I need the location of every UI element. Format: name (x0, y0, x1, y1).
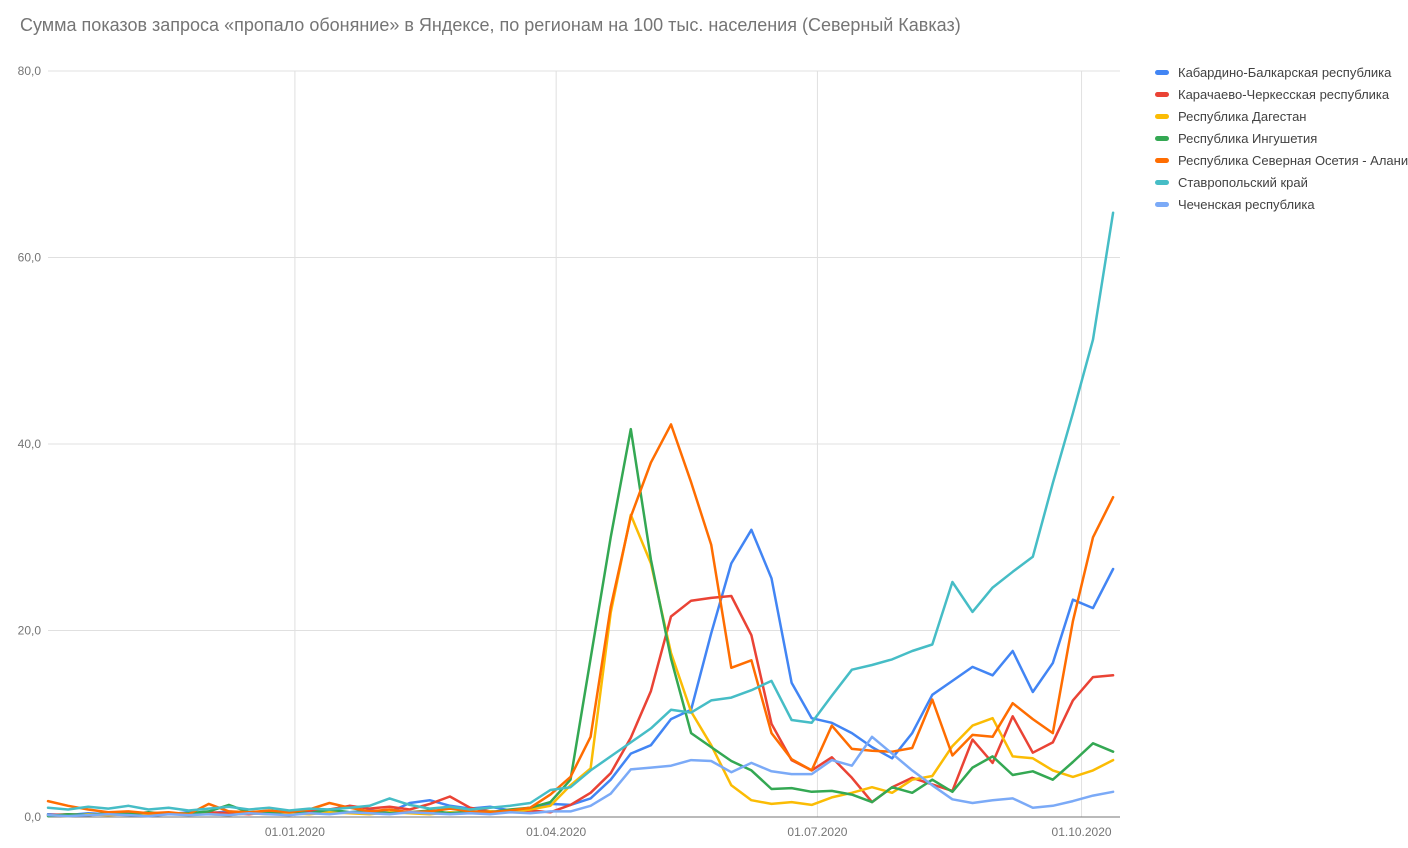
series-line-2 (46, 513, 1115, 818)
legend-item-4[interactable]: Республика Северная Осетия - Алания (1155, 149, 1408, 171)
chart-title: Сумма показов запроса «пропало обоняние»… (20, 15, 961, 35)
series-line-1 (46, 594, 1115, 817)
legend-swatch-icon (1155, 91, 1169, 97)
legend-item-2[interactable]: Республика Дагестан (1155, 105, 1408, 127)
legend-label: Чеченская республика (1178, 196, 1315, 212)
series-line-4 (46, 423, 1115, 816)
legend-item-1[interactable]: Карачаево-Черкесская республика (1155, 83, 1408, 105)
y-axis-tick-label: 0,0 (24, 810, 41, 824)
series-line-5 (46, 211, 1115, 812)
y-axis-tick-label: 40,0 (18, 437, 42, 451)
legend-swatch-icon (1155, 69, 1169, 75)
legend-swatch-icon (1155, 157, 1169, 163)
x-axis-tick-label: 01.04.2020 (526, 825, 586, 839)
legend-item-5[interactable]: Ставропольский край (1155, 171, 1408, 193)
legend-swatch-icon (1155, 113, 1169, 119)
legend-label: Кабардино-Балкарская республика (1178, 64, 1392, 80)
legend-label: Республика Дагестан (1178, 108, 1307, 124)
legend-label: Республика Северная Осетия - Алания (1178, 152, 1408, 168)
series-line-0 (46, 528, 1115, 817)
legend-item-3[interactable]: Республика Ингушетия (1155, 127, 1408, 149)
legend-label: Ставропольский край (1178, 174, 1308, 190)
legend-swatch-icon (1155, 135, 1169, 141)
y-axis-tick-label: 20,0 (18, 624, 42, 638)
y-axis-tick-label: 60,0 (18, 251, 42, 265)
series-line-6 (46, 735, 1115, 818)
legend-swatch-icon (1155, 179, 1169, 185)
y-axis-tick-label: 80,0 (18, 64, 42, 78)
legend-swatch-icon (1155, 201, 1169, 207)
legend: Кабардино-Балкарская республика Карачаево… (1155, 61, 1408, 215)
x-axis-tick-label: 01.01.2020 (265, 825, 325, 839)
legend-label: Республика Ингушетия (1178, 130, 1318, 146)
legend-label: Карачаево-Черкесская республика (1178, 86, 1390, 102)
legend-item-6[interactable]: Чеченская республика (1155, 193, 1408, 215)
x-axis-tick-label: 01.07.2020 (787, 825, 847, 839)
x-axis-tick-label: 01.10.2020 (1052, 825, 1112, 839)
legend-item-0[interactable]: Кабардино-Балкарская республика (1155, 61, 1408, 83)
